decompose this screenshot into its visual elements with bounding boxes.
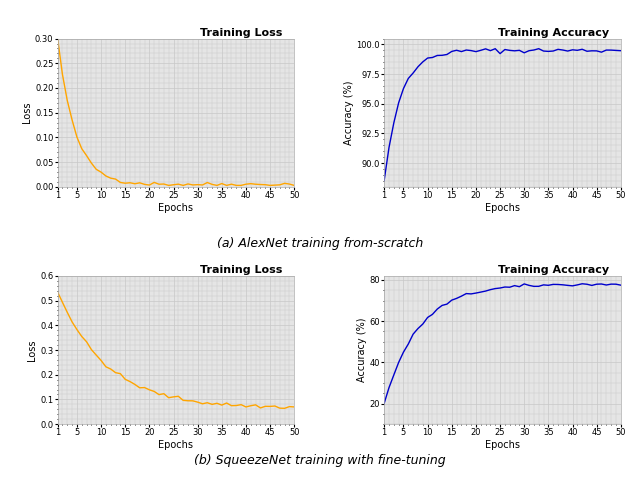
Text: Training Loss: Training Loss [200,28,282,38]
Text: (a) AlexNet training from-scratch: (a) AlexNet training from-scratch [217,237,423,250]
Y-axis label: Loss: Loss [28,339,37,361]
X-axis label: Epochs: Epochs [485,440,520,450]
Text: Training Accuracy: Training Accuracy [498,265,609,275]
Y-axis label: Accuracy (%): Accuracy (%) [344,80,353,145]
X-axis label: Epochs: Epochs [159,440,193,450]
Y-axis label: Loss: Loss [22,102,32,123]
Text: Training Accuracy: Training Accuracy [498,28,609,38]
Text: Training Loss: Training Loss [200,265,282,275]
Text: (b) SqueezeNet training with fine-tuning: (b) SqueezeNet training with fine-tuning [194,454,446,467]
X-axis label: Epochs: Epochs [485,203,520,213]
X-axis label: Epochs: Epochs [159,203,193,213]
Y-axis label: Accuracy (%): Accuracy (%) [356,318,367,382]
